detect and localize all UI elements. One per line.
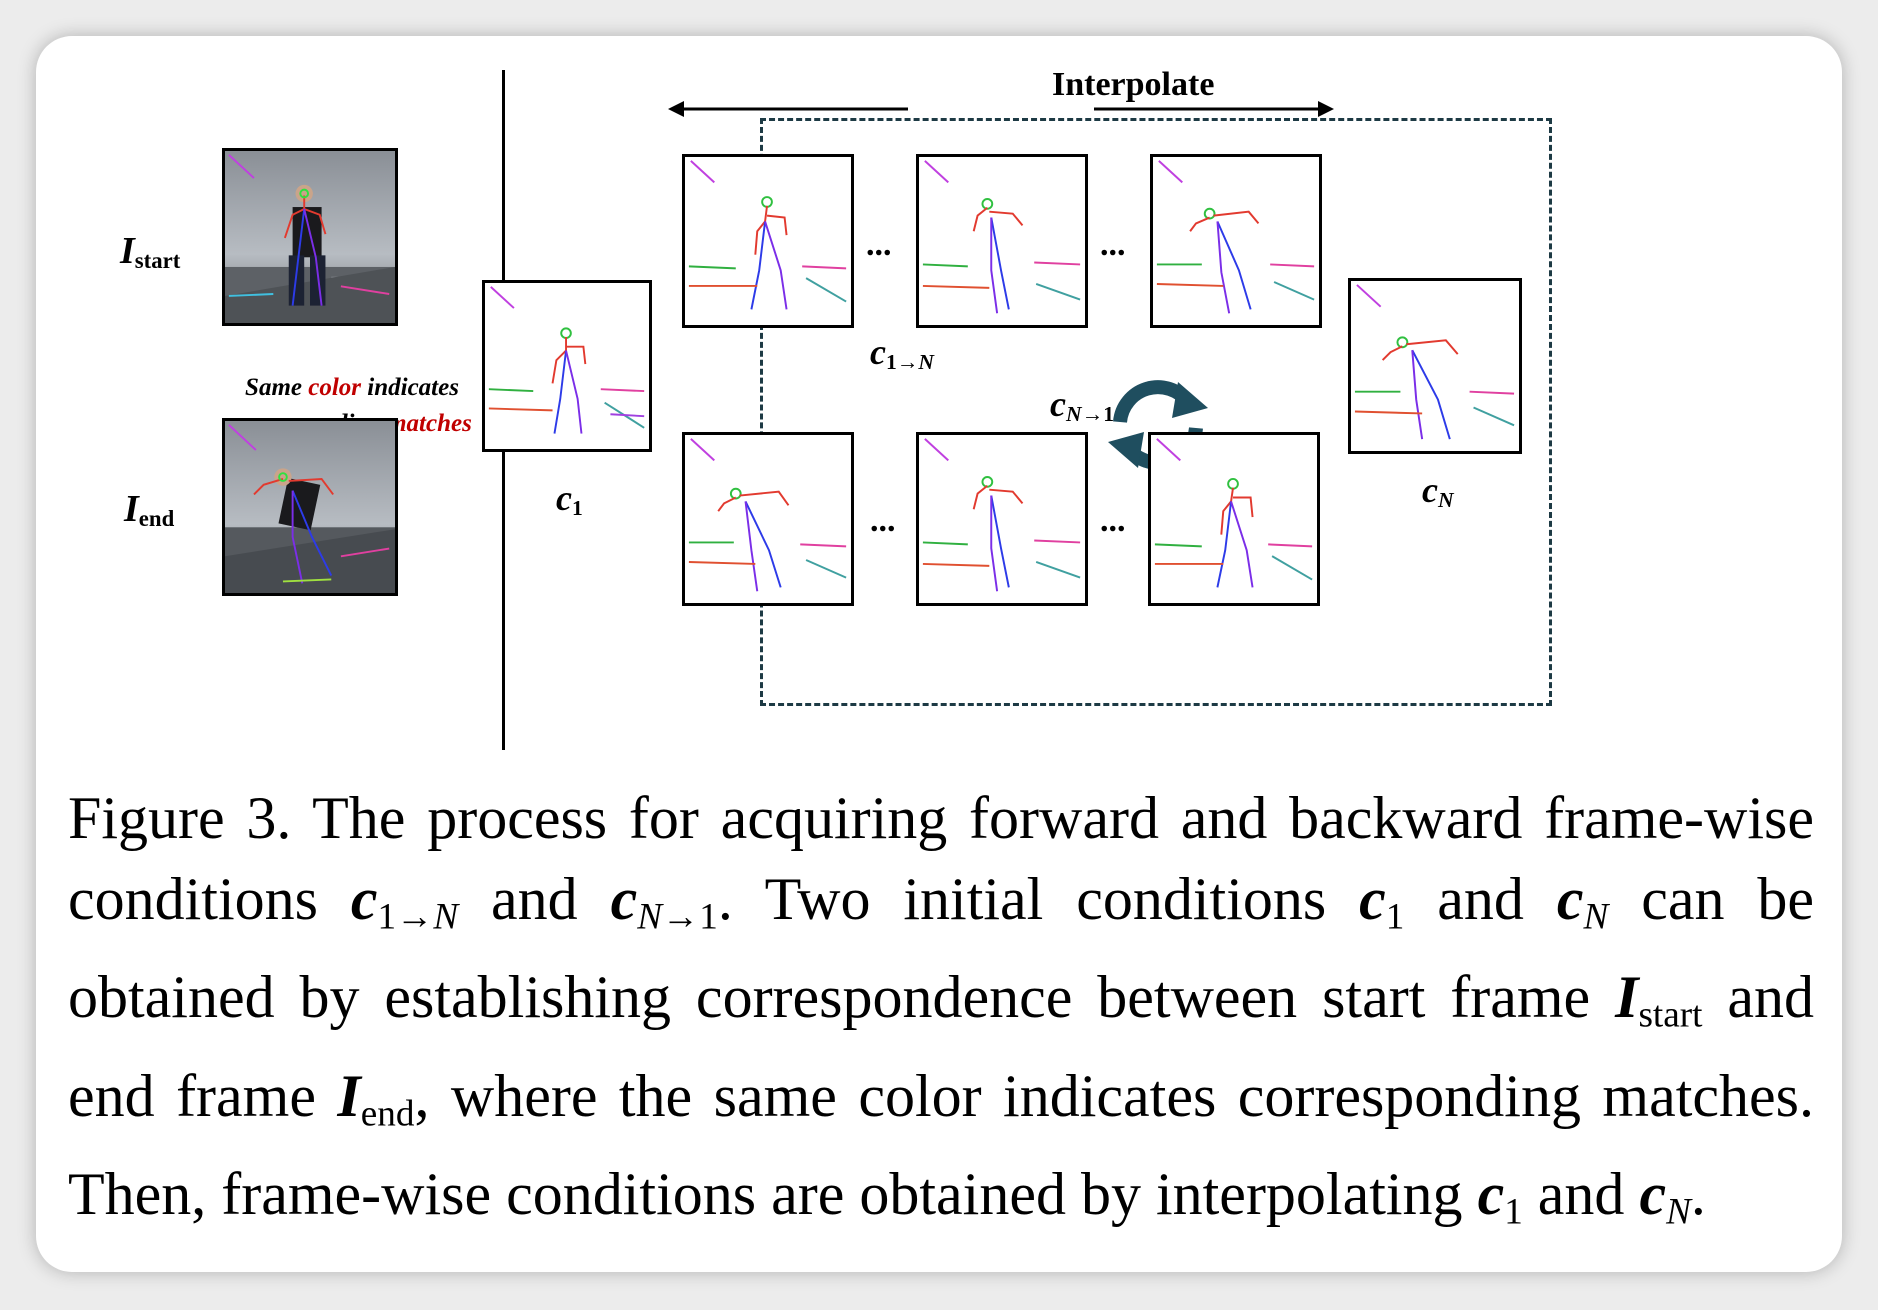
interpolate-label: Interpolate [1052, 66, 1215, 103]
end-frame-photo [222, 418, 398, 596]
interpolation-box [760, 118, 1552, 706]
figure-3: Istart Same color indicates correspondin… [36, 36, 1842, 766]
cN-label: cN [1422, 470, 1454, 512]
i-end-label: Iend [124, 488, 175, 532]
ellipsis-bottom-1: ... [870, 502, 896, 539]
color-correspondence-note: Same color indicates corresponding match… [232, 374, 472, 437]
forward-frame-1 [682, 154, 854, 328]
c1-label: c1 [556, 478, 583, 520]
figure-caption: Figure 3. The process for acquiring forw… [68, 785, 1814, 1233]
forward-frame-3 [1150, 154, 1322, 328]
forward-frame-2 [916, 154, 1088, 328]
backward-frame-1 [682, 432, 854, 606]
ellipsis-top-1: ... [866, 226, 892, 263]
backward-frame-2 [916, 432, 1088, 606]
figure-card: Istart Same color indicates correspondin… [36, 36, 1842, 1272]
condition-frame-cN [1348, 278, 1522, 454]
condition-frame-c1 [482, 280, 652, 452]
double-arrow-icon [668, 101, 1334, 117]
ellipsis-bottom-2: ... [1100, 502, 1126, 539]
c-n-to-1-label: cN→1 [1050, 384, 1114, 426]
backward-frame-3 [1148, 432, 1320, 606]
c-1-to-n-label: c1→N [870, 332, 934, 374]
i-start-label: Istart [120, 230, 181, 274]
start-frame-photo [222, 148, 398, 326]
ellipsis-top-2: ... [1100, 226, 1126, 263]
